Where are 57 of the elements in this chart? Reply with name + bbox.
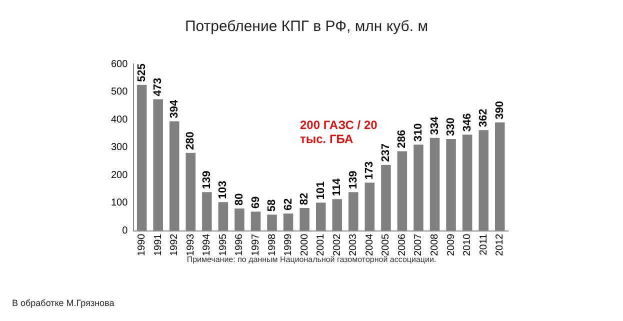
y-tick-label: 0 — [122, 226, 128, 237]
data-label: 286 — [396, 130, 408, 148]
x-tick-label: 2000 — [299, 233, 310, 256]
x-tick-label: 1990 — [136, 233, 148, 256]
x-tick-label: 2010 — [462, 233, 474, 256]
data-label: 394 — [168, 99, 180, 118]
text: В обработке М.Грязнова — [12, 298, 114, 308]
data-label: 346 — [461, 113, 474, 132]
annotation: 200 ГАЗС / 20 тыс. ГБА — [300, 118, 378, 146]
x-tick-label: 1994 — [202, 233, 213, 256]
data-label: 69 — [250, 196, 262, 209]
x-tick-label: 2007 — [413, 233, 424, 256]
data-label: 310 — [412, 123, 425, 142]
x-tick-label: 1996 — [234, 233, 246, 256]
x-tick-label: 2005 — [380, 233, 392, 256]
data-label: 139 — [347, 170, 360, 190]
data-label: 101 — [314, 181, 327, 200]
data-label: 114 — [331, 177, 344, 196]
data-label: 390 — [494, 101, 506, 120]
x-tick-label: 2001 — [316, 233, 327, 256]
chart-title: Потребление КПГ в РФ, млн куб. м — [184, 18, 428, 36]
x-tick-label: 1995 — [218, 233, 229, 256]
x-tick-label: 2006 — [396, 233, 408, 256]
data-label: 280 — [184, 132, 197, 150]
x-tick-label: 1997 — [250, 233, 262, 256]
data-label: 58 — [266, 199, 278, 212]
x-tick-label: 2008 — [430, 233, 441, 256]
y-tick-label: 300 — [110, 142, 128, 154]
x-tick-label: 2009 — [446, 233, 457, 256]
text: Примечание: по данным Национальной газомоторной ассоциации. — [186, 255, 436, 264]
y-tick-label: 200 — [110, 170, 128, 181]
data-label: 103 — [217, 180, 230, 200]
x-tick-label: 2002 — [332, 233, 343, 256]
data-label: 525 — [136, 63, 148, 82]
x-tick-label: 2003 — [348, 233, 360, 256]
data-label: 173 — [364, 161, 376, 180]
x-tick-label: 1999 — [283, 233, 294, 256]
x-tick-label: 1993 — [185, 233, 196, 256]
data-label: 80 — [234, 193, 246, 206]
data-label: 82 — [298, 192, 311, 205]
data-label: 334 — [428, 116, 441, 135]
x-tick-label: 1992 — [169, 233, 180, 256]
y-tick-label: 100 — [110, 198, 128, 209]
y-tick-label: 600 — [110, 58, 128, 70]
x-tick-label: 1998 — [266, 233, 278, 256]
data-label: 62 — [282, 198, 294, 211]
data-label: 330 — [445, 118, 458, 136]
x-tick-label: 2012 — [494, 233, 506, 256]
y-tick-label: 500 — [110, 86, 128, 98]
data-label: 139 — [200, 170, 213, 190]
x-tick-label: 2011 — [478, 233, 490, 256]
data-label: 362 — [478, 108, 490, 128]
y-tick-label: 400 — [110, 114, 128, 126]
data-label: 237 — [380, 144, 392, 162]
data-label: 473 — [152, 78, 164, 96]
x-tick-label: 1991 — [152, 233, 164, 256]
x-tick-label: 2004 — [364, 233, 376, 256]
